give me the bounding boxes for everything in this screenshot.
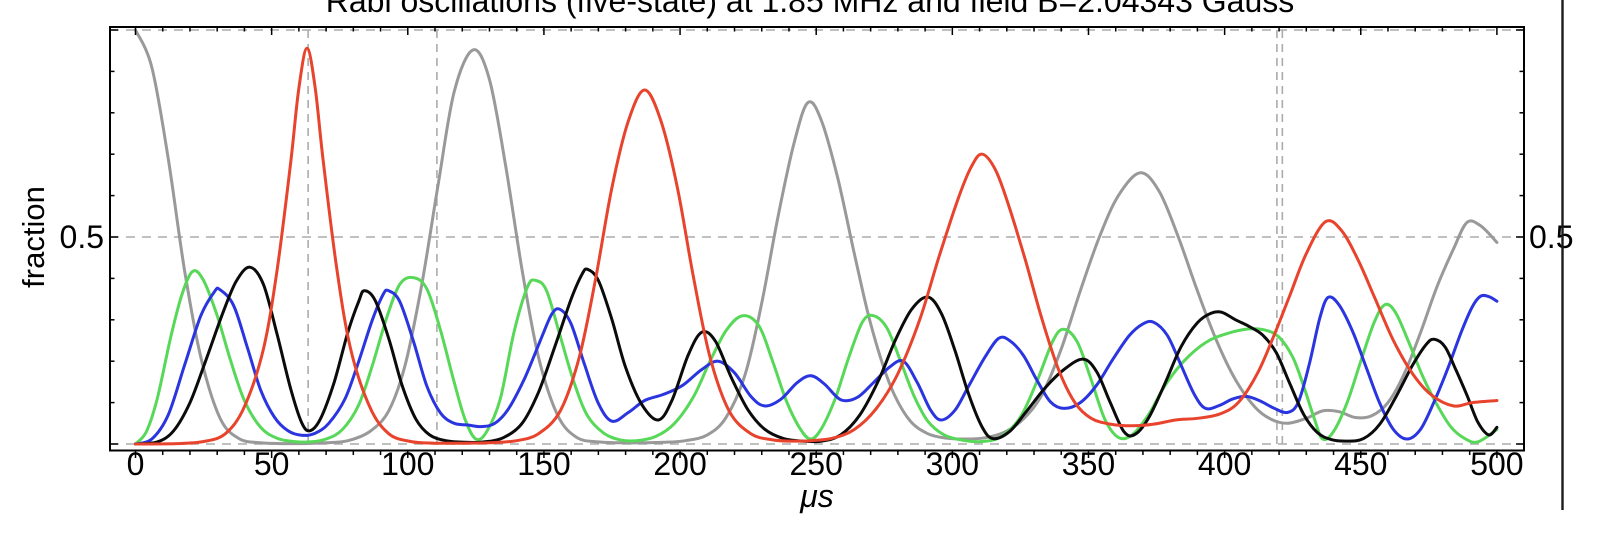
curve-red <box>134 46 1499 446</box>
plot-frame <box>109 26 1525 452</box>
x-tick-label-200: 200 <box>653 446 706 482</box>
x-tick-label-100: 100 <box>381 446 434 482</box>
plot-title: Rabi oscillations (five-state) at 1.85 M… <box>326 0 1295 19</box>
x-tick-label-0: 0 <box>127 446 145 482</box>
x-tick-label-150: 150 <box>517 446 570 482</box>
x-tick-labels: 0 50 100 150 200 250 300 350 400 450 500 <box>127 446 1524 482</box>
y-tick-label-left: 0.5 <box>60 219 104 255</box>
x-tick-label-400: 400 <box>1198 446 1251 482</box>
x-tick-label-50: 50 <box>254 446 290 482</box>
population-curves <box>134 28 1499 446</box>
x-axis-label: μs <box>799 478 834 514</box>
x-tick-label-250: 250 <box>790 446 843 482</box>
curve-blue <box>134 286 1499 446</box>
y-tick-label-right: 0.5 <box>1529 219 1573 255</box>
y-axis-label: fraction <box>16 186 51 288</box>
x-tick-label-300: 300 <box>926 446 979 482</box>
gridlines <box>110 29 1524 451</box>
x-tick-label-450: 450 <box>1334 446 1387 482</box>
x-tick-label-350: 350 <box>1062 446 1115 482</box>
frame-ticks <box>110 27 1524 458</box>
curve-green <box>134 269 1499 446</box>
x-tick-label-500: 500 <box>1470 446 1523 482</box>
curve-gray <box>134 28 1499 446</box>
